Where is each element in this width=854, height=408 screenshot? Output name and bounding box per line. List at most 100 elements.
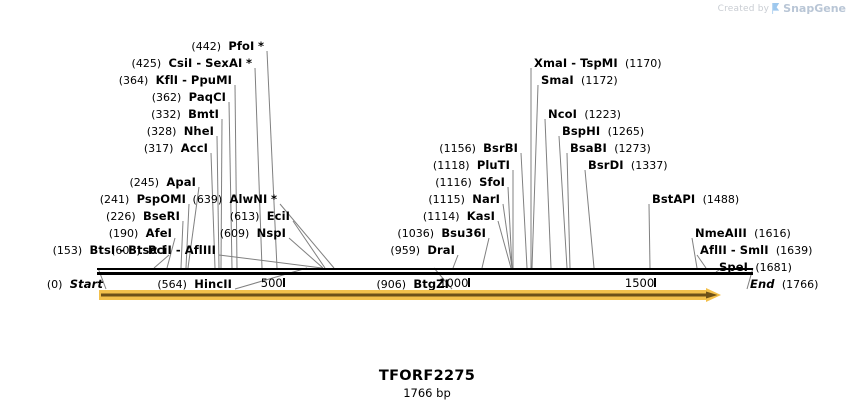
enzyme-label[interactable]: (442) PfoI *	[191, 40, 264, 53]
cut-position: (226)	[106, 210, 136, 223]
cut-position: (245)	[129, 176, 160, 189]
enzyme-name: SmlI	[739, 243, 769, 257]
enzyme-name: KasI	[466, 209, 495, 223]
enzyme-label[interactable]: (1036) Bsu36I	[397, 227, 486, 240]
name-separator: -	[567, 56, 581, 70]
cut-position: (1170)	[625, 57, 662, 70]
ruler-tick-mark	[468, 278, 471, 287]
enzyme-label[interactable]: (1156) BsrBI	[439, 142, 518, 155]
enzyme-label[interactable]: (364) KflI - PpuMI	[119, 74, 232, 87]
leader-line	[497, 220, 512, 269]
leader-line	[185, 203, 190, 269]
leader-line	[531, 84, 539, 269]
enzyme-label[interactable]: (613) EciI	[230, 210, 290, 223]
leader-line	[218, 254, 323, 269]
enzyme-name: NmeAIII	[695, 226, 747, 240]
enzyme-label[interactable]: (639) AlwNI *	[193, 193, 277, 206]
enzyme-label[interactable]: (1115) NarI	[428, 193, 500, 206]
enzyme-label[interactable]: (1118) PluTI	[433, 159, 510, 172]
enzyme-name: BsrBI	[483, 141, 518, 155]
enzyme-label[interactable]: (959) DraI	[390, 244, 455, 257]
name-separator: -	[115, 243, 129, 257]
watermark-prefix: Created by	[717, 3, 770, 14]
enzyme-name: NspI	[256, 226, 286, 240]
cut-position: (564)	[157, 278, 187, 291]
enzyme-name: BmtI	[188, 107, 219, 121]
name-separator: -	[726, 243, 740, 257]
cut-position: (1639)	[775, 244, 813, 257]
leader-line	[648, 203, 651, 269]
sequence-length: 1766 bp	[403, 386, 451, 400]
orf-arrow[interactable]	[99, 288, 721, 302]
enzyme-label[interactable]: NmeAIII (1616)	[695, 227, 791, 240]
enzyme-label[interactable]: (1116) SfoI	[435, 176, 505, 189]
star-marker: *	[270, 192, 277, 206]
page-title: TFORF2275	[378, 368, 476, 384]
enzyme-label[interactable]: (332) BmtI	[151, 108, 219, 121]
enzyme-name: EciI	[266, 209, 290, 223]
enzyme-label[interactable]: (317) AccI	[144, 142, 208, 155]
enzyme-name: Btsα I	[128, 243, 166, 257]
ruler-tick-label: 1000	[439, 276, 469, 290]
leader-line	[520, 152, 528, 269]
snapgene-flag-icon	[772, 3, 780, 14]
enzyme-label[interactable]: BspHI (1265)	[562, 125, 644, 138]
enzyme-label[interactable]: NcoI (1223)	[548, 108, 621, 121]
enzyme-name: AlwNI	[229, 192, 268, 206]
enzyme-label[interactable]: (328) NheI	[147, 125, 214, 138]
leader-line	[584, 169, 595, 269]
enzyme-label[interactable]: (153) BtsI - Btsα I	[53, 244, 166, 257]
enzyme-label[interactable]: SmaI (1172)	[541, 74, 618, 87]
enzyme-label[interactable]: (190) AfeI	[109, 227, 172, 240]
enzyme-label[interactable]: (425) CsiI - SexAI *	[132, 57, 252, 70]
enzyme-label[interactable]: (226) BseRI	[106, 210, 180, 223]
name-separator: -	[171, 243, 185, 257]
enzyme-label[interactable]: (245) ApaI	[130, 176, 196, 189]
cut-position: (317)	[143, 142, 174, 155]
enzyme-name: DraI	[427, 243, 455, 257]
cut-position: (1118)	[432, 159, 470, 172]
enzyme-label[interactable]: (0) Start	[47, 278, 103, 291]
enzyme-label[interactable]: (362) PaqCI	[152, 91, 226, 104]
enzyme-label[interactable]: SpeI (1681)	[719, 261, 792, 274]
ruler-tick-mark	[654, 278, 657, 287]
enzyme-label[interactable]: End (1766)	[750, 278, 818, 291]
enzyme-label[interactable]: (1114) KasI	[423, 210, 495, 223]
cut-position: (0)	[46, 278, 63, 291]
enzyme-label[interactable]: XmaI - TspMI (1170)	[534, 57, 662, 70]
enzyme-label[interactable]: (605) PciI - AflIII	[111, 244, 216, 257]
cut-position: (1114)	[422, 210, 460, 223]
cut-position: (190)	[108, 227, 139, 240]
enzyme-name: CsiI	[168, 56, 193, 70]
enzyme-name: Bsu36I	[441, 226, 486, 240]
enzyme-name: SexAI	[205, 56, 243, 70]
enzyme-label[interactable]: BsrDI (1337)	[588, 159, 668, 172]
cut-position: (364)	[118, 74, 149, 87]
enzyme-label[interactable]: (906) BtgZI	[376, 278, 449, 291]
cut-position: (153)	[52, 244, 83, 257]
enzyme-name: AflIII	[184, 243, 216, 257]
enzyme-label[interactable]: BsaBI (1273)	[570, 142, 651, 155]
cut-position: (613)	[229, 210, 260, 223]
enzyme-label[interactable]: (564) HincII	[157, 278, 232, 291]
enzyme-name: BseRI	[142, 209, 180, 223]
enzyme-name: XmaI	[534, 56, 568, 70]
enzyme-label[interactable]: AflII - SmlI (1639)	[700, 244, 812, 257]
watermark-brand: SnapGene	[783, 2, 846, 15]
enzyme-name: KflI	[155, 73, 179, 87]
leader-line	[544, 118, 552, 269]
cut-position: (1616)	[754, 227, 791, 240]
enzyme-label[interactable]: (609) NspI	[220, 227, 286, 240]
enzyme-name: PluTI	[476, 158, 510, 172]
cut-position: (605)	[111, 244, 141, 257]
snapgene-watermark: Created by SnapGene	[718, 2, 846, 15]
enzyme-name: SfoI	[479, 175, 505, 189]
leader-line	[481, 237, 490, 269]
ruler-tick-mark	[282, 278, 285, 287]
enzyme-name: SpeI	[719, 260, 748, 274]
enzyme-label[interactable]: (241) PspOMI	[100, 193, 186, 206]
cut-position: (1337)	[630, 159, 668, 172]
cut-position: (425)	[131, 57, 162, 70]
star-marker: *	[257, 39, 264, 53]
enzyme-label[interactable]: BstAPI (1488)	[652, 193, 739, 206]
